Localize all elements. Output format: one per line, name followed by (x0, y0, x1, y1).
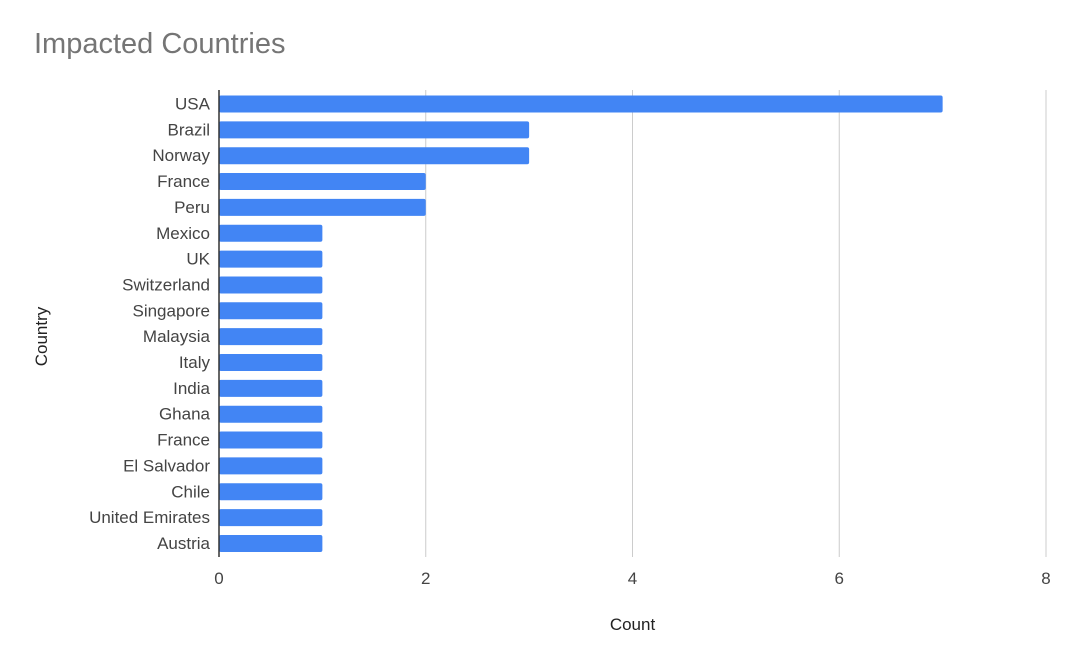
bar (219, 250, 323, 268)
category-label: UK (186, 250, 210, 269)
category-label: El Salvador (123, 456, 210, 475)
category-label: Ghana (159, 405, 211, 424)
bar (219, 405, 323, 423)
category-label: Peru (174, 198, 210, 217)
category-label: Mexico (156, 224, 210, 243)
category-label: France (157, 172, 210, 191)
y-axis-title: Country (32, 306, 51, 366)
bar (219, 173, 426, 191)
x-axis-title: Count (610, 615, 656, 634)
category-label: Chile (171, 482, 210, 501)
bar (219, 95, 943, 113)
chart-title: Impacted Countries (34, 28, 286, 60)
bar (219, 328, 323, 346)
bar (219, 379, 323, 397)
x-tick-labels: 0 2 4 6 8 (214, 569, 1050, 588)
bar (219, 121, 530, 139)
bar (219, 509, 323, 527)
bar (219, 431, 323, 449)
category-label: Switzerland (122, 275, 210, 294)
bar (219, 302, 323, 320)
category-label: USA (175, 95, 211, 114)
category-label: Singapore (132, 301, 210, 320)
bar (219, 276, 323, 294)
category-label: Austria (157, 534, 210, 553)
bar (219, 457, 323, 475)
bar (219, 534, 323, 552)
category-label: Brazil (167, 120, 210, 139)
category-label: Italy (179, 353, 211, 372)
bar (219, 198, 426, 216)
gridlines (425, 90, 1047, 557)
category-label: Norway (152, 146, 210, 165)
x-tick-label: 8 (1041, 569, 1050, 588)
category-label: Malaysia (143, 327, 211, 346)
bar (219, 224, 323, 242)
x-tick-label: 6 (835, 569, 844, 588)
bar (219, 147, 530, 165)
category-label: United Emirates (89, 508, 210, 527)
x-tick-label: 2 (421, 569, 430, 588)
bars (219, 95, 943, 552)
category-label: India (173, 379, 210, 398)
category-label: France (157, 431, 210, 450)
bar (219, 483, 323, 501)
category-labels: USA Brazil Norway France Peru Mexico UK Switzer… (89, 95, 211, 553)
x-tick-label: 4 (628, 569, 637, 588)
bar (219, 354, 323, 371)
x-tick-label: 0 (214, 569, 223, 588)
